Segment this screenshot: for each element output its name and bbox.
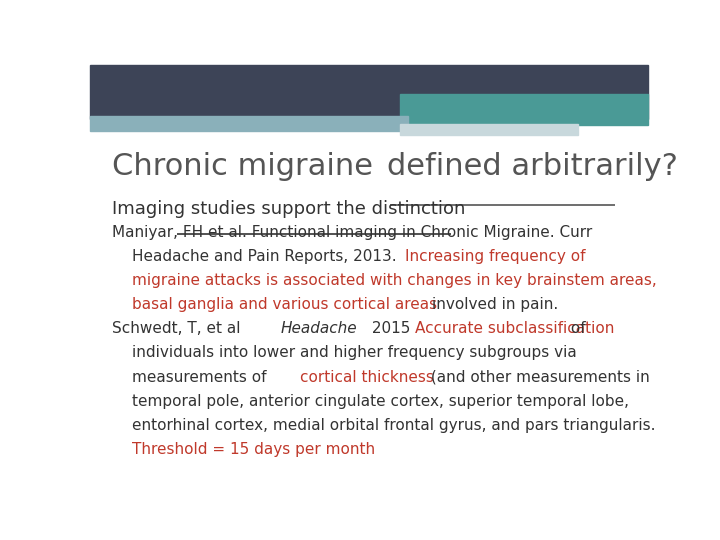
Text: defined arbitrarily?: defined arbitrarily? xyxy=(387,152,678,181)
Text: individuals into lower and higher frequency subgroups via: individuals into lower and higher freque… xyxy=(132,346,577,361)
Text: of: of xyxy=(567,321,586,336)
Text: Accurate subclassification: Accurate subclassification xyxy=(415,321,615,336)
Text: cortical thickness: cortical thickness xyxy=(300,369,434,384)
Bar xyxy=(90,116,408,131)
Text: involved in pain.: involved in pain. xyxy=(433,297,559,312)
Text: measurements of: measurements of xyxy=(132,369,271,384)
Text: basal ganglia and various cortical areas: basal ganglia and various cortical areas xyxy=(132,297,442,312)
Text: Schwedt, T, et al: Schwedt, T, et al xyxy=(112,321,246,336)
Text: Imaging studies support the distinction: Imaging studies support the distinction xyxy=(112,200,466,218)
Text: Headache: Headache xyxy=(280,321,357,336)
Bar xyxy=(400,124,578,134)
Text: Maniyar, FH et al. Functional imaging in Chronic Migraine. Curr: Maniyar, FH et al. Functional imaging in… xyxy=(112,225,593,240)
Bar xyxy=(90,65,648,119)
Text: Increasing frequency of: Increasing frequency of xyxy=(405,249,585,264)
Text: (and other measurements in: (and other measurements in xyxy=(426,369,650,384)
Text: migraine attacks is associated with changes in key brainstem areas,: migraine attacks is associated with chan… xyxy=(132,273,657,288)
Text: Headache and Pain Reports, 2013.: Headache and Pain Reports, 2013. xyxy=(132,249,406,264)
Text: Threshold = 15 days per month: Threshold = 15 days per month xyxy=(132,442,375,457)
Text: temporal pole, anterior cingulate cortex, superior temporal lobe,: temporal pole, anterior cingulate cortex… xyxy=(132,394,629,409)
Text: 2015: 2015 xyxy=(366,321,420,336)
Text: entorhinal cortex, medial orbital frontal gyrus, and pars triangularis.: entorhinal cortex, medial orbital fronta… xyxy=(132,418,655,433)
Bar xyxy=(400,94,648,125)
Text: Chronic migraine: Chronic migraine xyxy=(112,152,383,181)
